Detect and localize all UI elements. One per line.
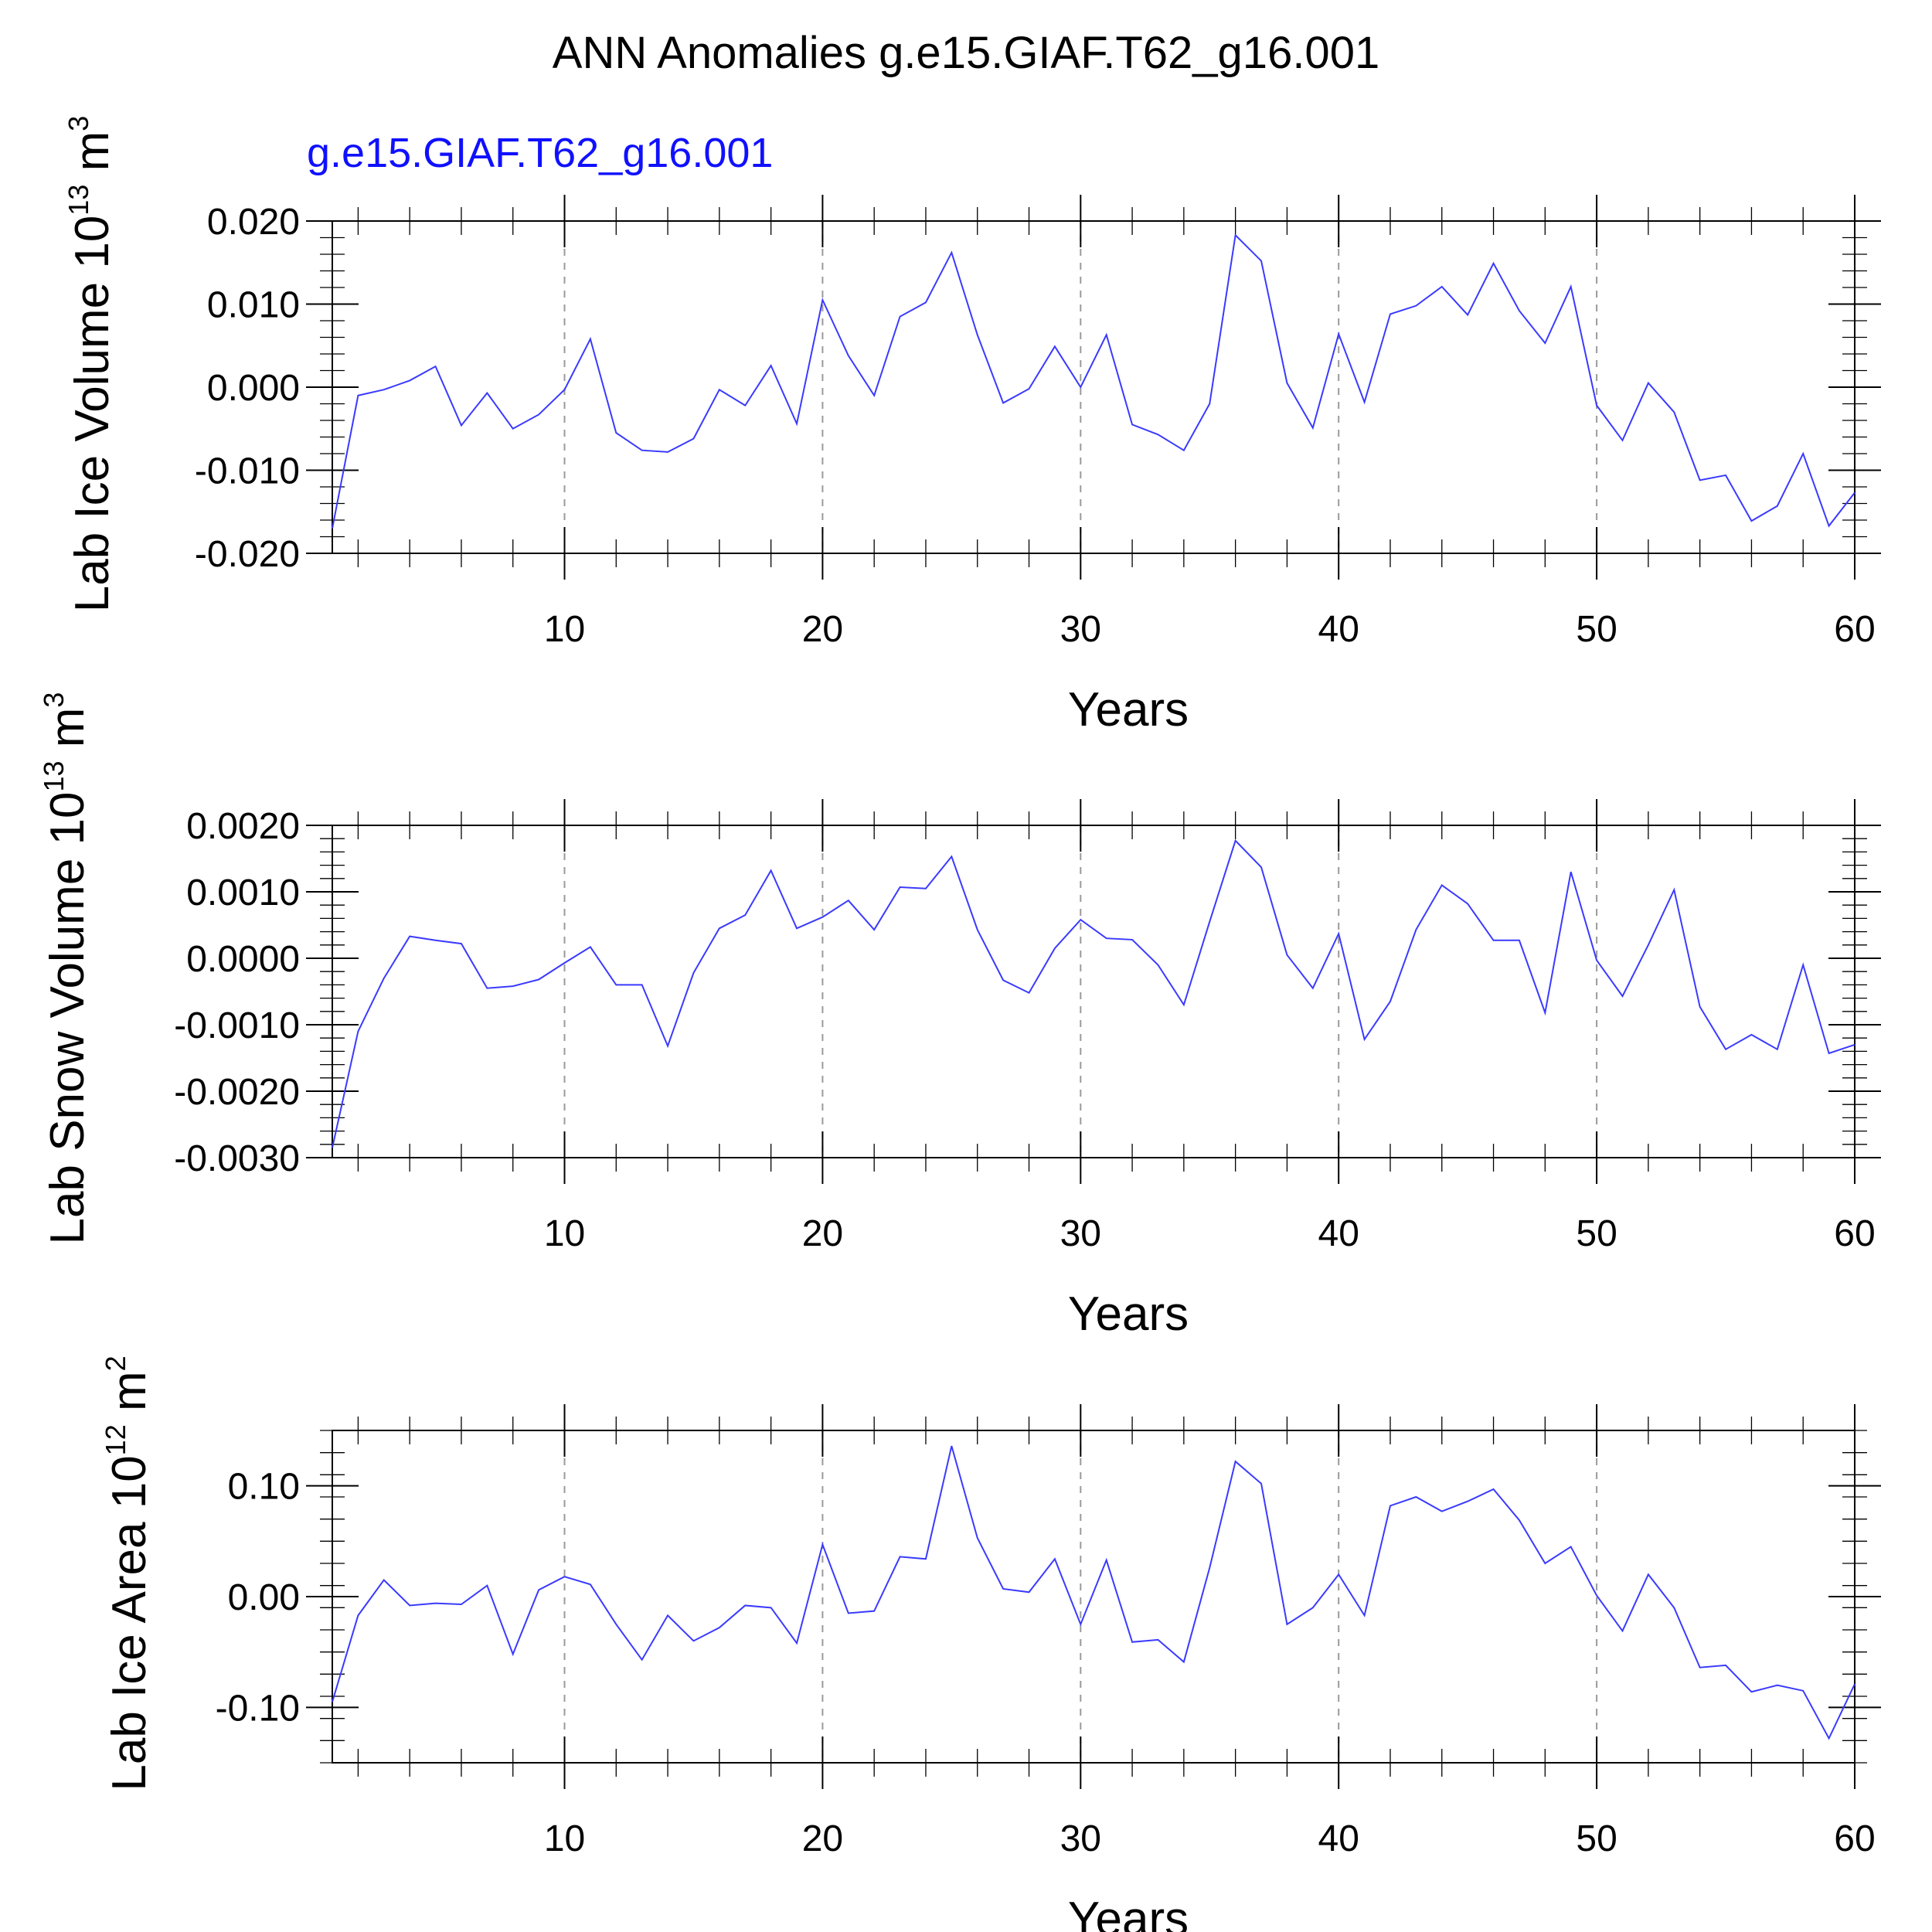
x-tick-label: 60 xyxy=(1834,1818,1875,1859)
x-tick-label: 40 xyxy=(1318,1818,1359,1859)
x-axis-title: Years xyxy=(1068,683,1189,736)
y-axis-title-exponent: 13 xyxy=(38,760,70,791)
x-tick-label: 10 xyxy=(544,609,585,650)
x-tick-label: 30 xyxy=(1060,609,1101,650)
y-axis-title-exponent: 12 xyxy=(100,1424,131,1455)
x-tick-label: 50 xyxy=(1576,1213,1617,1254)
y-tick-label: 0.00 xyxy=(228,1577,300,1618)
y-tick-label: -0.10 xyxy=(216,1688,300,1729)
y-tick-label: -0.0010 xyxy=(174,1005,300,1046)
x-tick-label: 60 xyxy=(1834,609,1875,650)
y-axis-title-unit: m xyxy=(66,131,119,185)
y-tick-label: -0.0030 xyxy=(174,1138,300,1179)
y-axis-title-text: Lab Snow Volume 10 xyxy=(41,791,94,1244)
y-tick-label: -0.010 xyxy=(195,451,300,492)
y-axis-title-unit-exponent: 2 xyxy=(100,1355,131,1371)
y-axis-title-text: Lab Ice Area 10 xyxy=(103,1455,156,1791)
x-axis-title: Years xyxy=(1068,1893,1189,1932)
y-axis-title-text: Lab Ice Volume 10 xyxy=(66,216,119,613)
series-line-1 xyxy=(332,838,1855,1148)
y-tick-label: -0.0020 xyxy=(174,1072,300,1113)
x-tick-label: 40 xyxy=(1318,609,1359,650)
y-tick-label: 0.020 xyxy=(207,202,300,243)
x-tick-label: 60 xyxy=(1834,1213,1875,1254)
y-tick-label: 0.10 xyxy=(228,1467,300,1508)
y-tick-label: -0.020 xyxy=(195,534,300,575)
series-line-1 xyxy=(332,1445,1855,1740)
y-axis-title-unit: m xyxy=(41,708,94,761)
y-tick-label: 0.0020 xyxy=(186,806,300,847)
x-axis-title: Years xyxy=(1068,1287,1189,1341)
x-tick-label: 50 xyxy=(1576,609,1617,650)
x-tick-label: 30 xyxy=(1060,1213,1101,1254)
x-tick-label: 20 xyxy=(802,609,843,650)
y-axis-title: Lab Ice Area 1012 m2 xyxy=(100,1355,156,1791)
y-axis-title-unit: m xyxy=(103,1371,156,1424)
y-axis-title: Lab Ice Volume 1013 m3 xyxy=(63,116,119,613)
x-tick-label: 40 xyxy=(1318,1213,1359,1254)
y-axis-title-unit-exponent: 3 xyxy=(63,116,94,131)
figure-title: ANN Anomalies g.e15.GIAF.T62_g16.001 xyxy=(553,28,1379,78)
x-tick-label: 50 xyxy=(1576,1818,1617,1859)
x-tick-label: 20 xyxy=(802,1818,843,1859)
y-axis-title-exponent: 13 xyxy=(63,185,94,216)
panel-1-subtitle: g.e15.GIAF.T62_g16.001 xyxy=(307,130,773,176)
plot-frame xyxy=(332,825,1855,1158)
y-axis-title: Lab Snow Volume 1013 m3 xyxy=(38,692,94,1245)
y-axis-title-unit-exponent: 3 xyxy=(38,692,70,708)
panel-3: -0.10 0.00 0.10 10 20 30 40 50 60 Years Lab Ice Ar… xyxy=(100,1355,1881,1932)
plot-frame xyxy=(332,220,1855,554)
x-tick-label: 30 xyxy=(1060,1818,1101,1859)
y-tick-label: 0.0000 xyxy=(186,939,300,980)
x-tick-label: 20 xyxy=(802,1213,843,1254)
x-tick-label: 10 xyxy=(544,1818,585,1859)
plot-frame xyxy=(332,1430,1855,1764)
panel-1: -0.020 -0.010 0.000 0.010 0.020 10 20 30 40 50 60 Y… xyxy=(63,116,1881,736)
y-tick-label: 0.0010 xyxy=(186,872,300,913)
panel-2: -0.0030 -0.0020 -0.0010 0.0000 0.0010 0.0020 1… xyxy=(38,692,1881,1341)
series-line-1 xyxy=(332,233,1855,529)
x-tick-label: 10 xyxy=(544,1213,585,1254)
y-tick-label: 0.000 xyxy=(207,368,300,409)
chart-panels: -0.020 -0.010 0.000 0.010 0.020 10 20 30 40 50 60 Y… xyxy=(38,116,1881,1932)
y-tick-label: 0.010 xyxy=(207,285,300,326)
